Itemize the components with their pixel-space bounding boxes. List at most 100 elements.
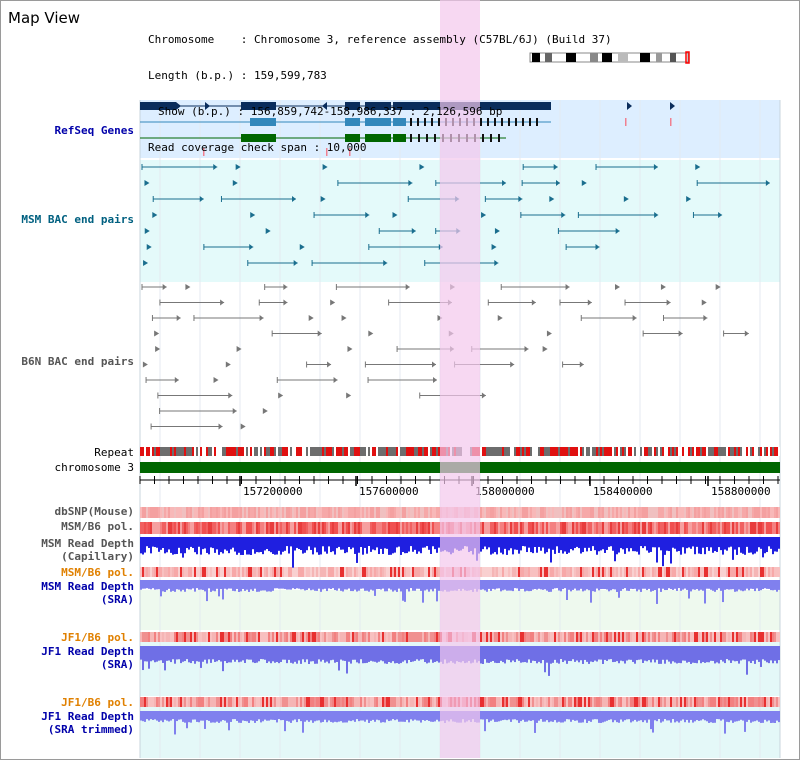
- msm-b6-pol-sra-mark: [696, 567, 698, 577]
- msm-depth-capillary-bar: [288, 537, 290, 554]
- msm-b6-pol-sra-mark: [778, 567, 780, 577]
- jf1-b6-pol-trim-mark: [150, 697, 152, 707]
- msm-depth-sra-bar: [222, 580, 224, 600]
- gene-exon[interactable]: [241, 102, 276, 110]
- msm-b6-pol-sra-mark: [416, 567, 418, 577]
- jf1-b6-pol-mark: [216, 632, 218, 642]
- msm-depth-sra-bar: [394, 580, 396, 591]
- msm-b6-pol-mark: [486, 522, 488, 534]
- dbsnp-mark: [646, 507, 648, 518]
- repeat-mark: [342, 447, 344, 456]
- jf1-depth-sra-bar: [326, 646, 328, 662]
- gene-exon[interactable]: [345, 118, 360, 126]
- repeat-mark: [758, 447, 760, 456]
- msm-bac-arrow: [320, 196, 326, 202]
- jf1-b6-pol-mark: [258, 632, 260, 642]
- jf1-b6-pol-mark: [356, 632, 358, 642]
- jf1-b6-pol-mark: [690, 632, 692, 642]
- msm-b6-pol-mark: [328, 522, 330, 534]
- b6n-bac-arrow: [330, 299, 336, 306]
- jf1-depth-sra-bar: [408, 646, 410, 660]
- msm-depth-sra-bar: [540, 580, 542, 590]
- gene-exon[interactable]: [365, 102, 391, 110]
- refseq-mark: [670, 118, 672, 126]
- track-label-refseq[interactable]: RefSeq Genes: [54, 124, 134, 137]
- gene-exon[interactable]: [140, 102, 176, 110]
- msm-b6-pol-sra-mark: [400, 567, 402, 577]
- jf1-b6-pol-mark: [492, 632, 494, 642]
- gene-exon[interactable]: [365, 118, 391, 126]
- jf1-b6-pol-trim-mark: [218, 697, 220, 707]
- track-label-msm-depth-capillary[interactable]: MSM Read Depth (Capillary): [41, 537, 134, 563]
- track-label-jf1-b6-pol[interactable]: JF1/B6 pol.: [61, 631, 134, 644]
- jf1-b6-pol-mark: [754, 632, 756, 642]
- msm-b6-pol-sra-mark: [498, 567, 500, 577]
- jf1-b6-pol-mark: [534, 632, 536, 642]
- jf1-b6-pol-mark: [748, 632, 750, 642]
- jf1-depth-sra-bar: [360, 646, 362, 660]
- jf1-depth-trim-bar: [278, 711, 280, 720]
- msm-b6-pol-sra-mark: [194, 567, 196, 577]
- jf1-depth-sra-bar: [608, 646, 610, 660]
- dbsnp-mark: [362, 507, 364, 518]
- track-label-msm-b6-pol-sra[interactable]: MSM/B6 pol.: [61, 566, 134, 579]
- track-label-msm-b6-pol[interactable]: MSM/B6 pol.: [61, 520, 134, 533]
- msm-b6-pol-mark: [202, 522, 204, 534]
- dbsnp-mark: [226, 507, 228, 518]
- msm-depth-sra-bar: [384, 580, 386, 592]
- msm-b6-pol-sra-mark: [152, 567, 154, 577]
- dbsnp-mark: [256, 507, 258, 518]
- repeat-mark: [164, 447, 166, 456]
- msm-depth-capillary-bar: [584, 537, 586, 548]
- jf1-b6-pol-mark: [694, 632, 696, 642]
- jf1-depth-trim-bar: [148, 711, 150, 721]
- dbsnp-mark: [674, 507, 676, 518]
- jf1-b6-pol-trim-mark: [684, 697, 686, 707]
- jf1-depth-sra-bar: [220, 646, 222, 662]
- msm-depth-sra-bar: [686, 580, 688, 590]
- track-label-jf1-depth-trimmed[interactable]: JF1 Read Depth (SRA trimmed): [41, 710, 134, 736]
- track-label-jf1-depth-sra[interactable]: JF1 Read Depth (SRA): [41, 645, 134, 671]
- gene-exon[interactable]: [250, 118, 276, 126]
- msm-b6-pol-mark: [684, 522, 686, 534]
- ideogram-band: [618, 53, 628, 62]
- jf1-b6-pol-trim-mark: [340, 697, 342, 707]
- gene-exon[interactable]: [393, 134, 406, 142]
- jf1-b6-pol-mark: [344, 632, 346, 642]
- jf1-b6-pol-trim-mark: [772, 697, 774, 707]
- track-label-msm-depth-sra[interactable]: MSM Read Depth (SRA): [41, 580, 134, 606]
- track-label-dbsnp[interactable]: dbSNP(Mouse): [54, 505, 134, 518]
- track-label-jf1-b6-pol-trimmed[interactable]: JF1/B6 pol.: [61, 696, 134, 709]
- jf1-b6-pol-trim-mark: [776, 697, 778, 707]
- dbsnp-mark: [656, 507, 658, 518]
- msm-b6-pol-sra-mark: [496, 567, 498, 577]
- gene-exon[interactable]: [345, 102, 360, 110]
- jf1-b6-pol-mark: [778, 632, 780, 642]
- msm-b6-pol-sra-mark: [402, 567, 404, 577]
- dbsnp-mark: [520, 507, 522, 518]
- dbsnp-mark: [594, 507, 596, 518]
- jf1-b6-pol-trim-mark: [248, 697, 250, 707]
- gene-exon[interactable]: [345, 134, 360, 142]
- msm-b6-pol-mark: [654, 522, 656, 534]
- msm-b6-pol-mark: [678, 522, 680, 534]
- jf1-depth-sra-bar: [676, 646, 678, 664]
- track-label-msm-bac[interactable]: MSM BAC end pairs: [21, 213, 134, 226]
- msm-b6-pol-mark: [700, 522, 702, 534]
- highlight-region[interactable]: [440, 0, 480, 758]
- gene-exon[interactable]: [365, 134, 391, 142]
- repeat-mark: [664, 447, 666, 456]
- track-label-b6n-bac[interactable]: B6N BAC end pairs: [21, 355, 134, 368]
- gene-exon[interactable]: [393, 118, 406, 126]
- jf1-b6-pol-mark: [146, 632, 148, 642]
- jf1-b6-pol-trim-mark: [656, 697, 658, 707]
- jf1-b6-pol-mark: [710, 632, 712, 642]
- jf1-b6-pol-mark: [154, 632, 156, 642]
- jf1-depth-sra-bar: [380, 646, 382, 661]
- msm-bac-arrow: [623, 196, 629, 202]
- gene-exon[interactable]: [241, 134, 276, 142]
- msm-b6-pol-mark: [156, 522, 158, 534]
- jf1-b6-pol-trim-mark: [588, 697, 590, 707]
- jf1-b6-pol-mark: [436, 632, 438, 642]
